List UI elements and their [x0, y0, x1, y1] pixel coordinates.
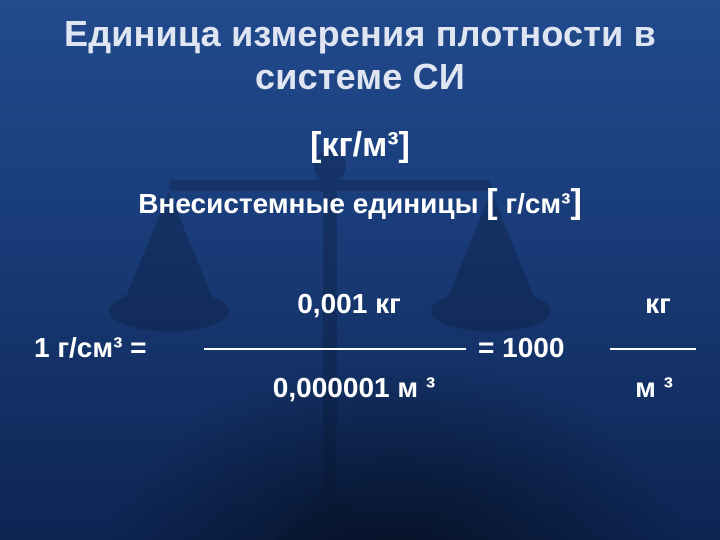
- fraction2-denominator: м ³: [614, 372, 694, 404]
- fraction2-bar: [610, 348, 696, 350]
- bracket-open: [: [486, 183, 497, 221]
- slide-content: Единица измерения плотности в системе СИ…: [0, 0, 720, 540]
- secondary-unit-label: Внесистемные единицы: [138, 188, 486, 219]
- fraction1-denominator: 0,000001 м ³: [214, 372, 494, 404]
- slide-title: Единица измерения плотности в системе СИ: [28, 12, 692, 98]
- secondary-unit-line: Внесистемные единицы [ г/см³]: [28, 183, 692, 222]
- fraction1-numerator: 0,001 кг: [234, 288, 464, 320]
- conversion-equation: 1 г/см³ = 0,001 кг 0,000001 м ³ = 1000 к…: [34, 280, 692, 440]
- equation-equals-value: = 1000: [478, 332, 564, 364]
- primary-unit: [кг/м³]: [28, 126, 692, 165]
- fraction2-numerator: кг: [618, 288, 698, 320]
- fraction1-bar: [204, 348, 466, 350]
- secondary-unit-value: г/см³: [498, 188, 571, 219]
- bracket-close: ]: [570, 183, 581, 221]
- equation-lhs: 1 г/см³ =: [34, 332, 147, 364]
